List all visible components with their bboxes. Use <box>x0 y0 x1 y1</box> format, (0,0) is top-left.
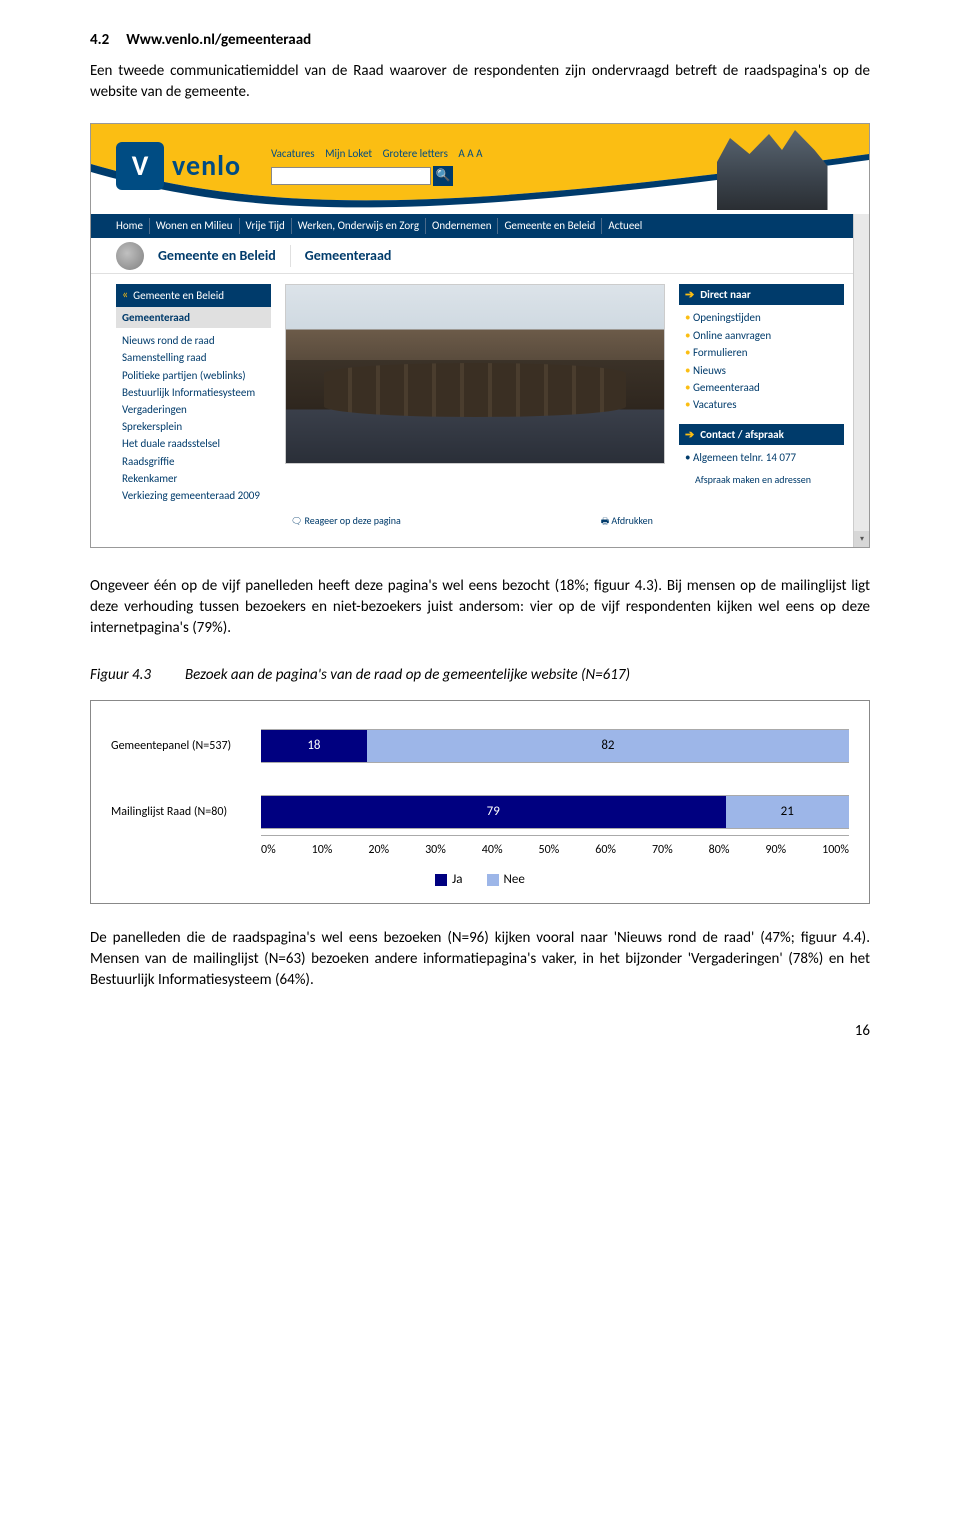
chart-row-label: Gemeentepanel (N=537) <box>111 738 261 755</box>
contact-link[interactable]: Afspraak maken en adressen <box>685 467 844 487</box>
box-direct-body: Openingstijden Online aanvragen Formulie… <box>679 305 844 423</box>
left-link[interactable]: Het duale raadsstelsel <box>122 435 271 452</box>
crumb-2[interactable]: Gemeenteraad <box>305 246 392 266</box>
section-title: Www.venlo.nl/gemeenteraad <box>126 31 311 49</box>
right-link[interactable]: Nieuws <box>685 362 844 379</box>
council-room-photo <box>285 284 665 464</box>
link-letter-size[interactable]: Grotere letters <box>383 147 448 160</box>
react-link[interactable]: Reageer op deze pagina <box>291 514 401 529</box>
left-link[interactable]: Nieuws rond de raad <box>122 332 271 349</box>
chart-bar-track: 1882 <box>261 729 849 763</box>
bar-segment-nee: 82 <box>367 730 849 762</box>
right-link[interactable]: Formulieren <box>685 344 844 361</box>
logo-mark-icon: V <box>116 142 164 190</box>
search-bar: 🔍 <box>271 166 453 186</box>
axis-tick: 50% <box>539 842 560 859</box>
print-link[interactable]: Afdrukken <box>601 514 653 529</box>
right-link[interactable]: Vacatures <box>685 396 844 413</box>
axis-tick: 0% <box>261 842 276 859</box>
nav-gemeente[interactable]: Gemeente en Beleid <box>504 218 602 233</box>
left-nav-links: Nieuws rond de raad Samenstelling raad P… <box>116 328 271 504</box>
axis-tick: 10% <box>312 842 333 859</box>
left-link[interactable]: Rekenkamer <box>122 470 271 487</box>
page-number: 16 <box>90 1021 870 1042</box>
nav-werken[interactable]: Werken, Onderwijs en Zorg <box>298 218 426 233</box>
chart-legend: Ja Nee <box>111 871 849 889</box>
bar-segment-ja: 79 <box>261 796 726 828</box>
axis-tick: 20% <box>368 842 389 859</box>
figure-number: Figuur 4.3 <box>90 665 185 686</box>
search-input[interactable] <box>271 167 431 185</box>
contact-tel: • Algemeen telnr. 14 077 <box>685 449 844 466</box>
chart-row: Gemeentepanel (N=537)1882 <box>111 723 849 769</box>
chart-x-axis: 0% 10% 20% 30% 40% 50% 60% 70% 80% 90% 100% <box>261 835 849 859</box>
crumb-1[interactable]: Gemeente en Beleid <box>158 246 276 266</box>
right-link[interactable]: Online aanvragen <box>685 327 844 344</box>
axis-tick: 80% <box>709 842 730 859</box>
website-screenshot: ▴ ▾ V venlo Vacatures Mijn Loket Grotere… <box>90 123 870 548</box>
axis-tick: 40% <box>482 842 503 859</box>
left-link[interactable]: Bestuurlijk Informatiesysteem <box>122 384 271 401</box>
bar-segment-nee: 21 <box>726 796 849 828</box>
axis-tick: 100% <box>822 842 849 859</box>
right-link[interactable]: Openingstijden <box>685 309 844 326</box>
chart-row-label: Mailinglijst Raad (N=80) <box>111 804 261 821</box>
nav-ondernemen[interactable]: Ondernemen <box>432 218 498 233</box>
legend-nee: Nee <box>487 871 525 889</box>
site-content: Gemeente en Beleid Gemeenteraad Nieuws r… <box>91 274 869 514</box>
left-link[interactable]: Verkiezing gemeenteraad 2009 <box>122 487 271 504</box>
intro-paragraph: Een tweede communicatiemiddel van de Raa… <box>90 61 870 103</box>
section-number: 4.2 <box>90 31 109 49</box>
link-vacatures[interactable]: Vacatures <box>271 147 315 160</box>
scroll-down-button[interactable]: ▾ <box>854 531 870 547</box>
axis-tick: 90% <box>765 842 786 859</box>
link-mijn-loket[interactable]: Mijn Loket <box>325 147 372 160</box>
left-link[interactable]: Samenstelling raad <box>122 349 271 366</box>
center-column <box>271 284 679 504</box>
search-button[interactable]: 🔍 <box>433 166 453 186</box>
right-link[interactable]: Gemeenteraad <box>685 379 844 396</box>
nav-home[interactable]: Home <box>116 218 150 233</box>
axis-tick: 60% <box>595 842 616 859</box>
left-nav-header[interactable]: Gemeente en Beleid <box>116 284 271 307</box>
right-column: Direct naar Openingstijden Online aanvra… <box>679 284 844 504</box>
left-link[interactable]: Politieke partijen (weblinks) <box>122 367 271 384</box>
top-utility-links: Vacatures Mijn Loket Grotere letters A A… <box>271 146 490 161</box>
legend-ja: Ja <box>435 871 462 889</box>
main-nav: Home Wonen en Milieu Vrije Tijd Werken, … <box>91 214 869 238</box>
font-size-controls[interactable]: A A A <box>458 147 482 160</box>
figure-title: Bezoek aan de pagina's van de raad op de… <box>185 665 630 686</box>
box-contact-body: • Algemeen telnr. 14 077 Afspraak maken … <box>679 445 844 496</box>
axis-tick: 70% <box>652 842 673 859</box>
chart-row: Mailinglijst Raad (N=80)7921 <box>111 789 849 835</box>
box-direct-title: Direct naar <box>679 284 844 305</box>
site-banner: V venlo Vacatures Mijn Loket Grotere let… <box>91 124 869 214</box>
breadcrumb-bar: Gemeente en Beleid Gemeenteraad <box>91 238 869 274</box>
left-nav-current[interactable]: Gemeenteraad <box>116 307 271 328</box>
page-actions-bar: Reageer op deze pagina Afdrukken <box>91 514 869 535</box>
left-link[interactable]: Vergaderingen <box>122 401 271 418</box>
box-contact-title: Contact / afspraak <box>679 424 844 445</box>
left-nav: Gemeente en Beleid Gemeenteraad Nieuws r… <box>116 284 271 504</box>
logo-text: venlo <box>172 146 241 185</box>
axis-tick: 30% <box>425 842 446 859</box>
nav-vrije-tijd[interactable]: Vrije Tijd <box>246 218 292 233</box>
gavel-icon <box>116 242 144 270</box>
bar-chart: Gemeentepanel (N=537)1882 Mailinglijst Ra… <box>90 700 870 904</box>
nav-wonen[interactable]: Wonen en Milieu <box>156 218 240 233</box>
mid-paragraph: Ongeveer één op de vijf panelleden heeft… <box>90 576 870 639</box>
site-logo[interactable]: V venlo <box>116 142 241 190</box>
chart-bar-track: 7921 <box>261 795 849 829</box>
bar-segment-ja: 18 <box>261 730 367 762</box>
end-paragraph: De panelleden die de raadspagina's wel e… <box>90 928 870 991</box>
figure-caption: Figuur 4.3 Bezoek aan de pagina's van de… <box>90 665 870 686</box>
section-heading: 4.2 Www.venlo.nl/gemeenteraad <box>90 30 870 51</box>
left-link[interactable]: Sprekersplein <box>122 418 271 435</box>
crumb-separator <box>290 245 291 267</box>
left-link[interactable]: Raadsgriffie <box>122 453 271 470</box>
nav-actueel[interactable]: Actueel <box>608 218 648 233</box>
